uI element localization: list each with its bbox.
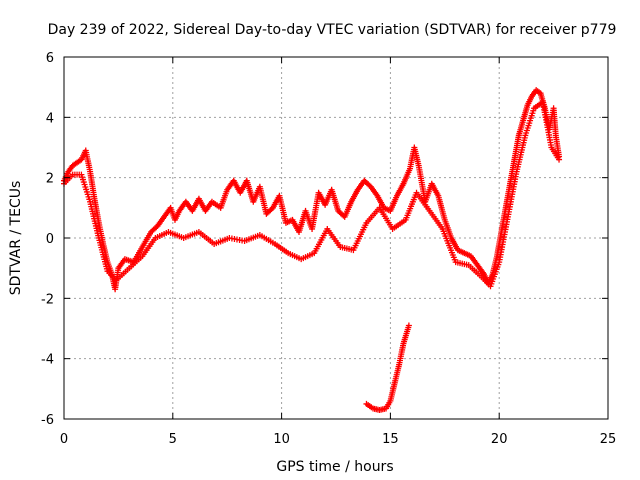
y-tick-labels: -6 -4 -2 0 2 4 6 xyxy=(41,51,54,428)
chart-title: Day 239 of 2022, Sidereal Day-to-day VTE… xyxy=(48,22,617,38)
y-tick-label: -6 xyxy=(41,413,54,428)
y-tick-label: 0 xyxy=(46,232,54,247)
y-axis-label: SDTVAR / TECUs xyxy=(8,181,24,296)
x-tick-label: 20 xyxy=(491,432,508,447)
x-axis-label: GPS time / hours xyxy=(276,459,393,475)
x-tick-label: 15 xyxy=(382,432,399,447)
y-tick-label: 4 xyxy=(46,111,54,126)
y-tick-label: 2 xyxy=(46,172,54,187)
data-point xyxy=(405,322,412,329)
y-tick-label: 6 xyxy=(46,51,54,66)
x-tick-label: 25 xyxy=(600,432,617,447)
y-tick-label: -4 xyxy=(41,353,54,368)
x-tick-label: 10 xyxy=(273,432,290,447)
axis-ticks xyxy=(63,56,609,420)
y-tick-label: -2 xyxy=(41,292,54,307)
x-tick-label: 0 xyxy=(60,432,68,447)
x-tick-label: 5 xyxy=(169,432,177,447)
x-tick-labels: 0 5 10 15 20 25 xyxy=(60,432,616,447)
data-markers xyxy=(61,87,563,413)
data-point xyxy=(556,156,563,163)
